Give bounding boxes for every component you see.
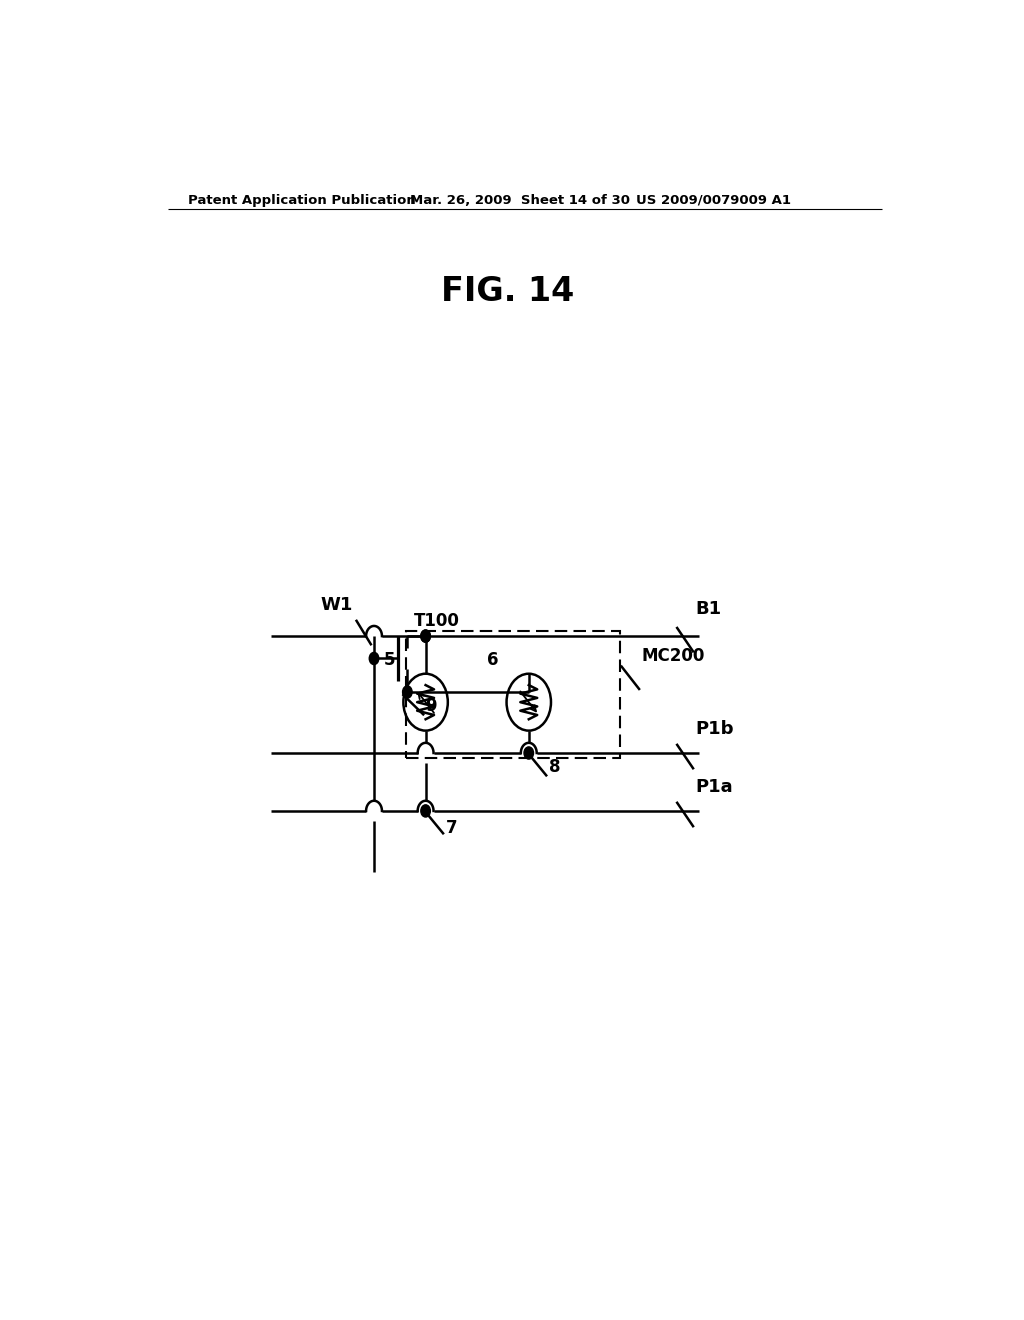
- Circle shape: [370, 652, 379, 664]
- Text: FIG. 14: FIG. 14: [441, 276, 574, 309]
- Text: W1: W1: [321, 595, 352, 614]
- Text: Patent Application Publication: Patent Application Publication: [187, 194, 416, 207]
- Text: MC200: MC200: [641, 647, 705, 664]
- Text: 7: 7: [445, 818, 457, 837]
- Text: 6: 6: [487, 651, 499, 669]
- Text: B1: B1: [695, 599, 722, 618]
- Text: 5: 5: [384, 651, 395, 669]
- Circle shape: [421, 630, 430, 643]
- Text: Mar. 26, 2009  Sheet 14 of 30: Mar. 26, 2009 Sheet 14 of 30: [410, 194, 630, 207]
- Bar: [406, 631, 621, 758]
- Text: US 2009/0079009 A1: US 2009/0079009 A1: [636, 194, 791, 207]
- Circle shape: [421, 630, 430, 643]
- Circle shape: [524, 747, 534, 759]
- Text: 9: 9: [425, 697, 436, 715]
- Circle shape: [402, 686, 412, 698]
- Circle shape: [421, 805, 430, 817]
- Text: 8: 8: [549, 758, 560, 776]
- Text: T100: T100: [414, 612, 460, 630]
- Text: P1b: P1b: [695, 719, 734, 738]
- Text: P1a: P1a: [695, 777, 733, 796]
